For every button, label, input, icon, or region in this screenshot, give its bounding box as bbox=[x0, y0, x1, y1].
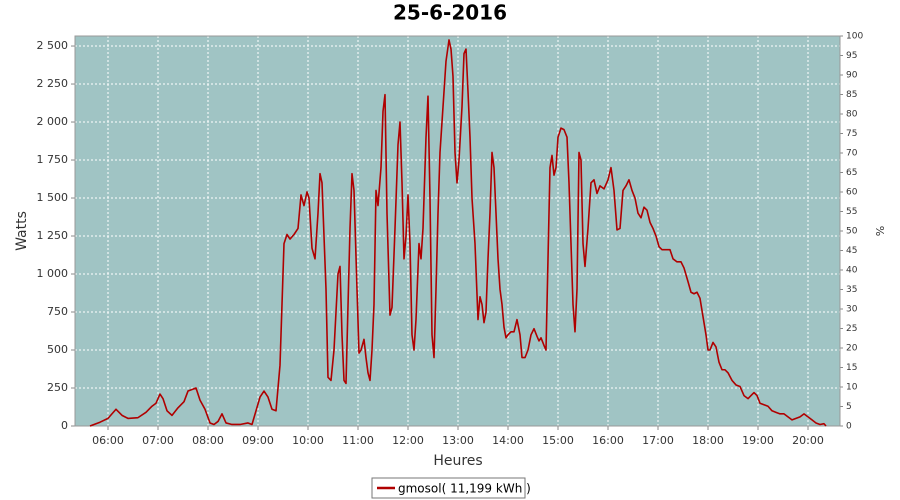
x-tick-label: 13:00 bbox=[442, 434, 474, 447]
y2-tick-label: 60 bbox=[846, 188, 858, 198]
x-tick-label: 07:00 bbox=[142, 434, 174, 447]
y2-tick-label: 5 bbox=[846, 402, 852, 412]
y2-tick-label: 85 bbox=[846, 90, 857, 100]
y2-tick-label: 70 bbox=[846, 149, 858, 159]
y-tick-label: 2 500 bbox=[37, 39, 69, 52]
y2-tick-label: 75 bbox=[846, 129, 857, 139]
y2-tick-label: 50 bbox=[846, 227, 858, 237]
x-tick-label: 11:00 bbox=[342, 434, 374, 447]
x-tick-label: 09:00 bbox=[242, 434, 274, 447]
y-tick-label: 250 bbox=[47, 381, 68, 394]
y-tick-label: 1 750 bbox=[37, 153, 69, 166]
y2-tick-label: 80 bbox=[846, 110, 858, 120]
y2-tick-label: 20 bbox=[846, 344, 858, 354]
x-tick-label: 19:00 bbox=[742, 434, 774, 447]
y2-tick-label: 30 bbox=[846, 305, 858, 315]
data-line bbox=[89, 39, 827, 427]
y-tick-label: 0 bbox=[61, 419, 68, 432]
x-tick-label: 20:00 bbox=[792, 434, 824, 447]
y-tick-label: 500 bbox=[47, 343, 68, 356]
y2-tick-label: 0 bbox=[846, 422, 852, 432]
y2-tick-label: 90 bbox=[846, 71, 858, 81]
x-tick-label: 17:00 bbox=[642, 434, 674, 447]
y2-tick-label: 65 bbox=[846, 168, 857, 178]
y-tick-label: 1 500 bbox=[37, 191, 69, 204]
y2-tick-label: 45 bbox=[846, 246, 857, 256]
y2-tick-label: 100 bbox=[846, 32, 863, 42]
y2-tick-label: 40 bbox=[846, 266, 858, 276]
x-tick-label: 08:00 bbox=[192, 434, 224, 447]
y-tick-label: 1 250 bbox=[37, 229, 69, 242]
x-tick-label: 18:00 bbox=[692, 434, 724, 447]
y-tick-label: 2 000 bbox=[37, 115, 69, 128]
x-tick-label: 12:00 bbox=[392, 434, 424, 447]
plot-area bbox=[75, 36, 840, 426]
y-axis-label: Watts bbox=[14, 211, 30, 251]
legend-box bbox=[371, 477, 526, 499]
y2-tick-label: 10 bbox=[846, 383, 858, 393]
y2-tick-label: 15 bbox=[846, 363, 857, 373]
plot-border bbox=[74, 35, 841, 427]
y2-tick-label: 55 bbox=[846, 207, 857, 217]
x-tick-label: 14:00 bbox=[492, 434, 524, 447]
x-tick-label: 10:00 bbox=[292, 434, 324, 447]
y2-axis-label: % bbox=[874, 226, 887, 236]
x-tick-label: 06:00 bbox=[92, 434, 124, 447]
y-tick-label: 1 000 bbox=[37, 267, 69, 280]
chart-title: 25-6-2016 bbox=[393, 1, 507, 25]
y2-tick-label: 95 bbox=[846, 51, 857, 61]
y2-tick-label: 35 bbox=[846, 285, 857, 295]
x-tick-label: 16:00 bbox=[592, 434, 624, 447]
x-tick-label: 15:00 bbox=[542, 434, 574, 447]
y-tick-label: 750 bbox=[47, 305, 68, 318]
y2-tick-label: 25 bbox=[846, 324, 857, 334]
y-tick-label: 2 250 bbox=[37, 77, 69, 90]
legend-label: gmosol( 11,199 kWh ) bbox=[398, 482, 531, 496]
x-axis-label: Heures bbox=[433, 453, 482, 469]
